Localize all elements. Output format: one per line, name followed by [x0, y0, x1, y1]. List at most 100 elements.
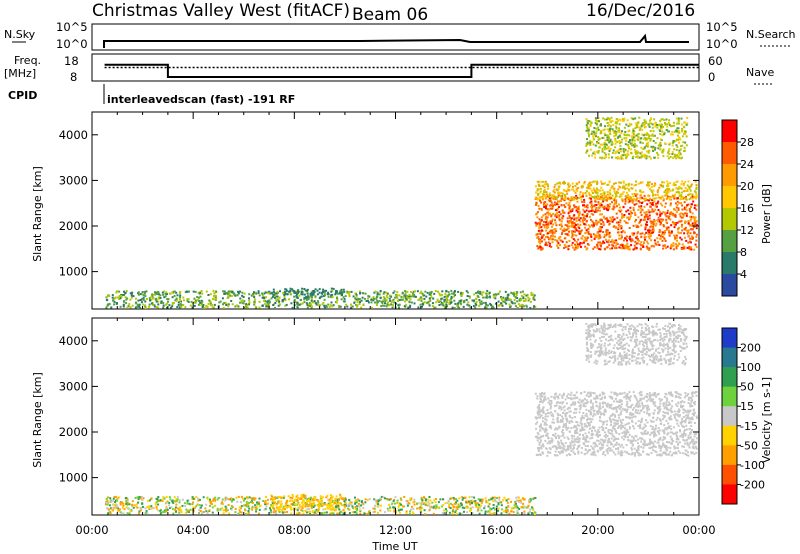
scatter-cell — [695, 227, 698, 230]
scatter-cell — [118, 496, 120, 499]
scatter-cell — [130, 510, 133, 513]
scatter-cell — [391, 502, 394, 505]
scatter-cell — [381, 302, 384, 304]
scatter-cell — [625, 157, 628, 160]
scatter-cell — [303, 296, 306, 299]
scatter-cell — [300, 506, 303, 509]
scatter-cell — [590, 224, 593, 227]
scatter-cell — [579, 191, 582, 194]
scatter-cell — [544, 180, 547, 183]
scatter-cell — [497, 300, 500, 303]
scatter-cell — [628, 134, 631, 137]
scatter-cell — [623, 430, 626, 433]
scatter-cell — [422, 301, 425, 304]
scatter-cell — [637, 156, 640, 159]
scatter-cell — [594, 117, 597, 120]
scatter-cell — [307, 298, 310, 301]
scatter-cell — [682, 405, 685, 407]
scatter-cell — [543, 224, 546, 227]
scatter-cell — [626, 222, 629, 224]
scatter-cell — [688, 209, 691, 212]
scatter-cell — [340, 298, 343, 301]
scatter-cell — [556, 182, 559, 185]
scatter-cell — [671, 130, 674, 133]
scatter-cell — [624, 131, 627, 133]
scatter-cell — [589, 411, 592, 414]
scatter-cell — [198, 511, 201, 514]
scatter-cell — [540, 216, 543, 219]
scatter-cell — [541, 235, 544, 238]
scatter-cell — [571, 182, 574, 185]
scatter-cell — [693, 204, 696, 207]
scatter-cell — [184, 306, 187, 309]
scatter-cell — [578, 227, 581, 230]
scatter-cell — [314, 302, 317, 305]
scatter-cell — [597, 203, 600, 206]
scatter-cell — [171, 296, 174, 299]
scatter-cell — [392, 506, 395, 509]
scatter-cell — [656, 393, 659, 396]
scatter-cell — [629, 238, 631, 241]
scatter-cell — [650, 245, 653, 248]
scatter-cell — [637, 121, 640, 124]
scatter-cell — [234, 508, 237, 510]
scatter-cell — [546, 203, 549, 206]
scatter-cell — [477, 290, 480, 293]
scatter-cell — [635, 124, 638, 127]
scatter-cell — [651, 208, 654, 211]
scatter-cell — [629, 142, 632, 145]
scatter-cell — [182, 296, 185, 299]
scatter-cell — [566, 445, 569, 448]
scatter-cell — [209, 501, 212, 504]
scatter-cell — [172, 508, 175, 510]
scatter-cell — [652, 244, 655, 247]
scatter-cell — [518, 298, 521, 301]
scatter-cell — [673, 223, 676, 226]
scatter-cell — [633, 145, 636, 148]
scatter-cell — [675, 210, 678, 213]
scatter-cell — [209, 293, 212, 296]
scatter-cell — [670, 230, 673, 233]
scatter-cell — [673, 124, 676, 127]
scatter-cell — [234, 511, 237, 514]
scatter-cell — [316, 293, 319, 296]
scatter-cell — [542, 445, 545, 448]
scatter-cell — [195, 299, 197, 302]
scatter-cell — [543, 204, 546, 206]
scatter-cell — [533, 513, 536, 515]
scatter-cell — [504, 290, 507, 293]
scatter-cell — [549, 237, 552, 239]
scatter-cell — [573, 217, 576, 220]
scatter-cell — [573, 204, 575, 207]
scatter-cell — [663, 407, 666, 410]
scatter-cell — [635, 122, 638, 125]
scatter-cell — [204, 507, 207, 510]
scatter-cell — [556, 446, 559, 449]
scatter-cell — [312, 503, 315, 506]
scatter-cell — [280, 509, 283, 512]
scatter-cell — [657, 153, 660, 156]
scatter-cell — [662, 225, 665, 228]
scatter-cell — [617, 191, 620, 194]
scatter-cell — [604, 238, 607, 241]
scatter-cell — [611, 430, 614, 432]
scatter-cell — [329, 503, 332, 506]
scatter-cell — [412, 507, 415, 510]
scatter-cell — [309, 498, 312, 501]
scatter-cell — [352, 507, 355, 510]
scatter-cell — [606, 229, 609, 232]
scatter-cell — [615, 125, 618, 128]
scatter-cell — [644, 226, 647, 229]
scatter-cell — [592, 195, 595, 198]
scatter-cell — [599, 241, 602, 244]
scatter-cell — [618, 195, 621, 198]
scatter-cell — [576, 183, 579, 186]
scatter-cell — [611, 239, 614, 242]
scatter-cell — [680, 191, 683, 194]
scatter-cell — [382, 295, 385, 298]
scatter-cell — [633, 232, 636, 235]
scatter-cell — [653, 239, 656, 242]
scatter-cell — [603, 236, 606, 239]
scatter-cell — [419, 509, 422, 512]
scatter-cell — [667, 191, 670, 194]
